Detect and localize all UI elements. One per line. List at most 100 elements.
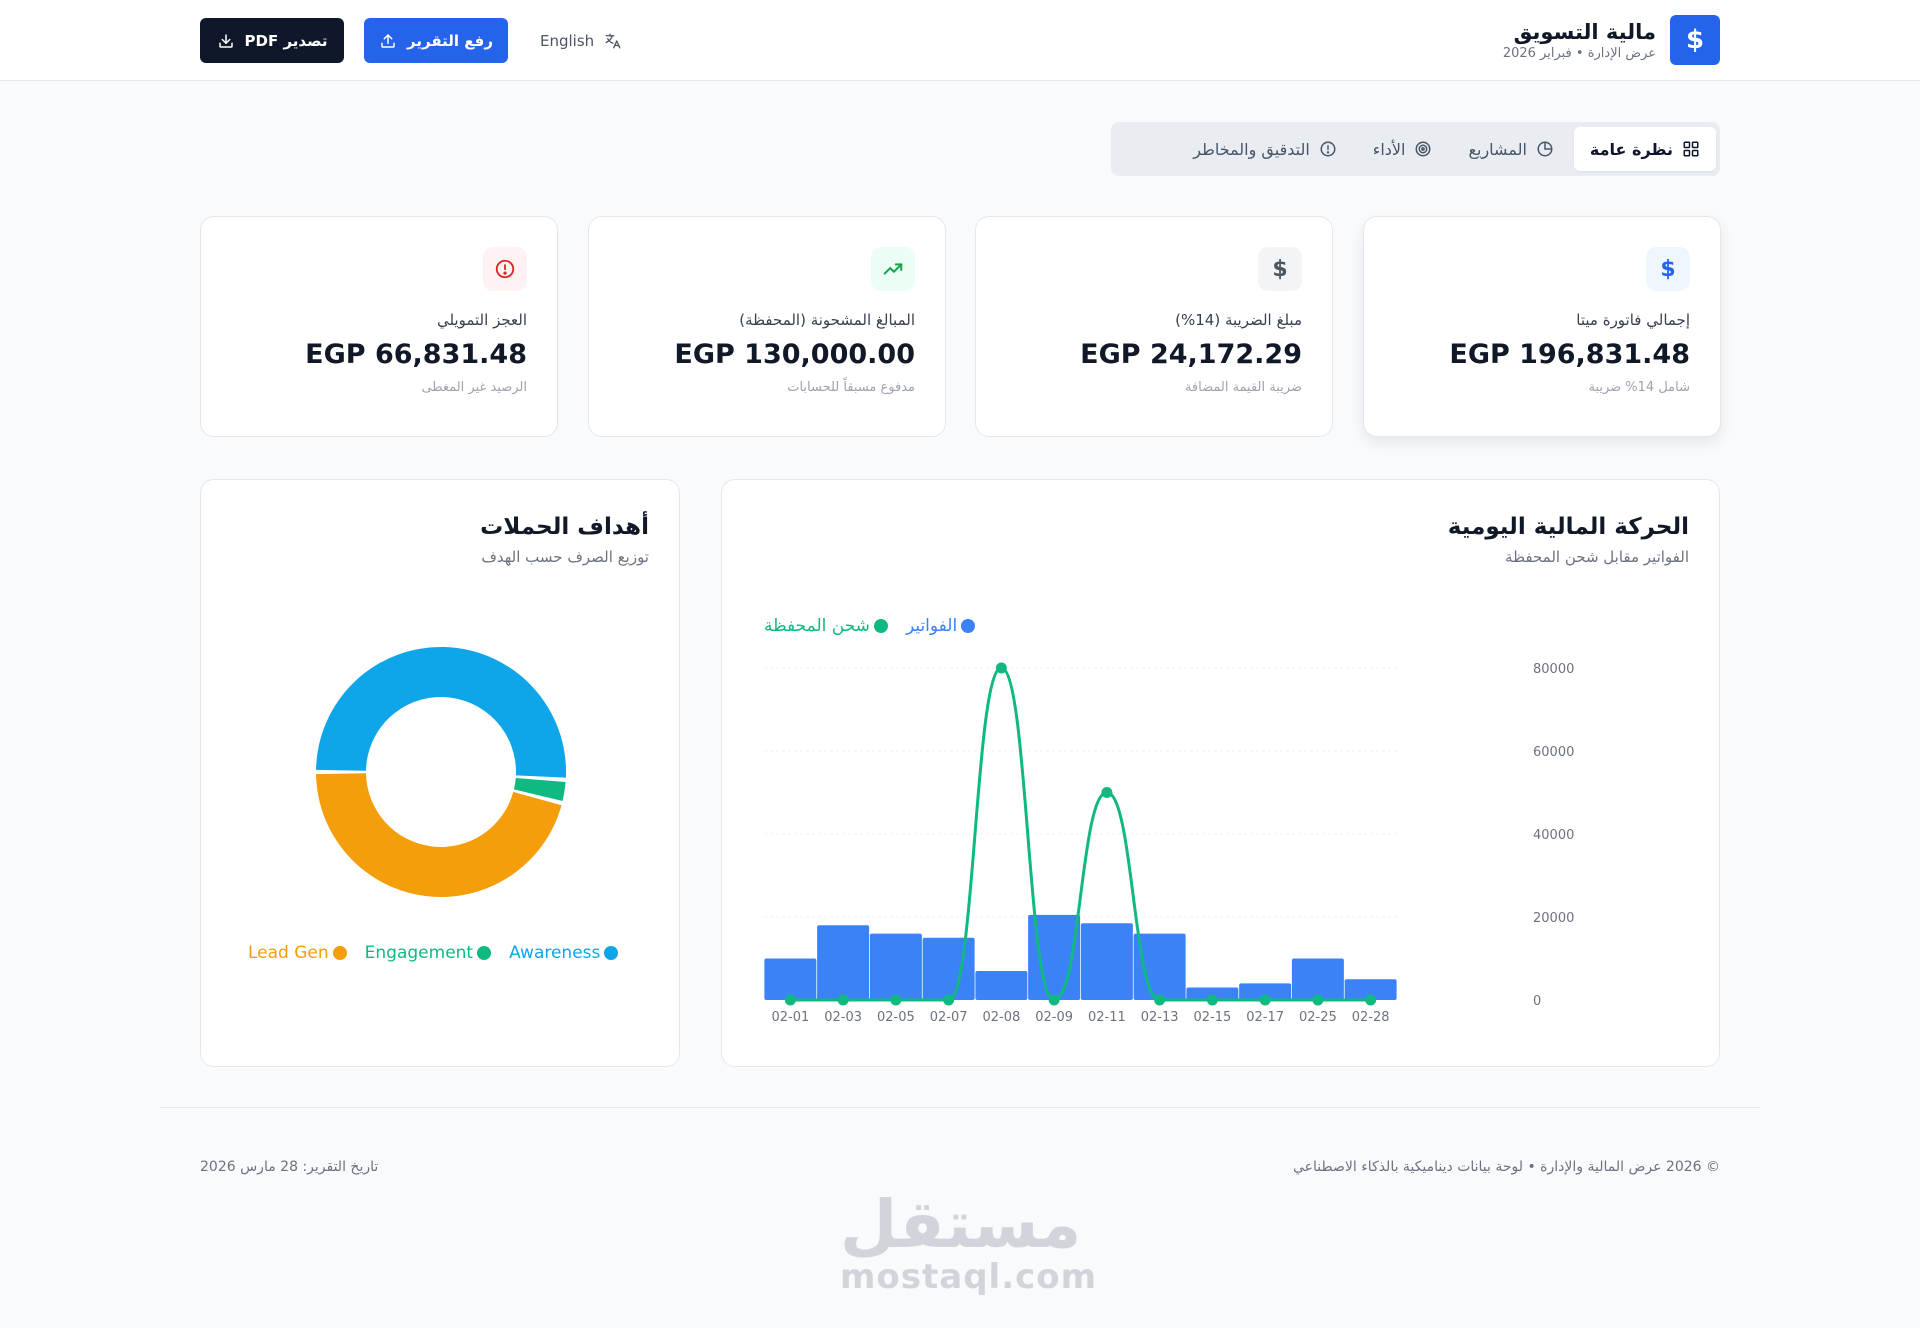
- language-toggle-button[interactable]: English: [540, 26, 622, 56]
- target-icon: [1415, 141, 1431, 157]
- x-tick-label: 02-11: [1088, 1010, 1126, 1025]
- kpi-card-wallet-topup: المبالغ المشحونة (المحفظة) EGP 130,000.0…: [588, 216, 946, 437]
- x-tick-label: 02-03: [824, 1010, 862, 1025]
- export-pdf-button[interactable]: تصدير PDF: [200, 18, 344, 63]
- slice-engagement[interactable]: [513, 778, 566, 801]
- point-wallet-topup[interactable]: [1101, 787, 1113, 798]
- chart-subtitle: الفواتير مقابل شحن المحفظة: [1505, 548, 1689, 566]
- watermark-latin: mostaql.com: [840, 1257, 1098, 1297]
- point-wallet-topup[interactable]: [1206, 994, 1218, 1006]
- bar-invoice[interactable]: [1133, 933, 1186, 1000]
- kpi-label: العجز التمويلي: [436, 311, 527, 329]
- upload-icon: [381, 33, 395, 48]
- pie-icon: [1537, 141, 1553, 157]
- y-tick-label: 80000: [1533, 662, 1574, 677]
- kpi-card-tax-amount: $ مبلغ الضريبة (14%) EGP 24,172.29 ضريبة…: [975, 216, 1333, 437]
- point-wallet-topup[interactable]: [1048, 994, 1060, 1006]
- top-header: $ مالية التسويق عرض الإدارة • فبراير 202…: [0, 0, 1920, 81]
- legend-dot: [873, 619, 888, 633]
- upload-report-button[interactable]: رفع التقرير: [364, 18, 508, 63]
- dollar-icon: $: [1646, 247, 1690, 291]
- chart-subtitle: توزيع الصرف حسب الهدف: [481, 548, 649, 566]
- tab-projects[interactable]: المشاريع: [1452, 127, 1569, 171]
- x-tick-label: 02-07: [930, 1010, 968, 1025]
- kpi-subtitle: ضريبة القيمة المضافة: [1184, 380, 1302, 395]
- point-wallet-topup[interactable]: [890, 994, 902, 1006]
- legend-item-invoices[interactable]: الفواتير: [905, 616, 976, 636]
- bar-invoice[interactable]: [817, 925, 870, 1000]
- legend-item-wallet[interactable]: شحن المحفظة: [764, 616, 888, 636]
- chart-legend: شحن المحفظة الفواتير: [764, 616, 976, 636]
- campaign-goals-donut: [316, 647, 566, 897]
- x-tick-label: 02-01: [771, 1010, 809, 1025]
- kpi-value: EGP 130,000.00: [674, 339, 915, 370]
- y-tick-label: 0: [1533, 994, 1541, 1009]
- slice-awareness[interactable]: [316, 647, 566, 778]
- brand-subtitle: عرض الإدارة • فبراير 2026: [1502, 45, 1656, 61]
- legend-item-awareness[interactable]: Awareness: [509, 943, 619, 963]
- bar-invoice[interactable]: [922, 937, 975, 1000]
- x-tick-label: 02-05: [877, 1010, 915, 1025]
- daily-movement-chart: 0 20000 40000 60000 80000 02-01 02-03 02-05 02-0…: [764, 662, 1574, 1025]
- legend-label: Lead Gen: [248, 943, 329, 963]
- alert-circle-icon: [1320, 141, 1336, 157]
- alert-circle-icon: [483, 247, 527, 291]
- legend-dot: [604, 946, 619, 960]
- kpi-value: EGP 24,172.29: [1080, 339, 1302, 370]
- campaign-goals-card: أهداف الحملات توزيع الصرف حسب الهدف Lead…: [200, 479, 680, 1067]
- watermark-arabic: مستقل: [840, 1186, 1082, 1263]
- footer-divider: [160, 1107, 1760, 1108]
- x-tick-label: 02-08: [982, 1010, 1020, 1025]
- x-tick-label: 02-13: [1141, 1010, 1179, 1025]
- kpi-subtitle: مدفوع مسبقاً للحسابات: [787, 380, 915, 395]
- point-wallet-topup[interactable]: [995, 662, 1007, 674]
- upload-report-label: رفع التقرير: [407, 31, 493, 50]
- tab-performance-label: الأداء: [1372, 139, 1406, 159]
- slice-leadgen[interactable]: [316, 773, 562, 897]
- point-wallet-topup[interactable]: [1312, 994, 1324, 1006]
- brand-title: مالية التسويق: [1513, 19, 1656, 44]
- tab-audit-risk[interactable]: التدقيق والمخاطر: [1177, 127, 1353, 171]
- legend-label: Awareness: [509, 943, 601, 963]
- tab-projects-label: المشاريع: [1468, 139, 1527, 159]
- footer-report-date: تاريخ التقرير: 28 مارس 2026: [200, 1159, 379, 1175]
- legend-label: الفواتير: [905, 616, 958, 636]
- bar-invoice[interactable]: [975, 970, 1028, 1000]
- bar-invoice[interactable]: [869, 933, 922, 1000]
- download-icon: [218, 33, 233, 48]
- x-tick-label: 02-09: [1035, 1010, 1073, 1025]
- kpi-label: إجمالي فاتورة ميتا: [1576, 311, 1690, 329]
- kpi-label: مبلغ الضريبة (14%): [1175, 311, 1302, 329]
- point-wallet-topup[interactable]: [943, 994, 955, 1006]
- x-tick-label: 02-28: [1352, 1010, 1390, 1025]
- kpi-subtitle: شامل 14% ضريبة: [1588, 380, 1690, 395]
- tab-overview[interactable]: نظرة عامة: [1573, 127, 1716, 171]
- bar-invoice[interactable]: [1239, 983, 1292, 1000]
- point-wallet-topup[interactable]: [1365, 994, 1377, 1006]
- point-wallet-topup[interactable]: [784, 994, 796, 1006]
- bar-invoice[interactable]: [1186, 987, 1239, 1000]
- dollar-icon: $: [1258, 247, 1302, 291]
- bar-invoice[interactable]: [1080, 923, 1133, 1000]
- bar-invoice[interactable]: [1291, 958, 1344, 1001]
- footer-copyright: © 2026 عرض المالية والإدارة • لوحة بيانا…: [1292, 1159, 1720, 1175]
- point-wallet-topup[interactable]: [1259, 994, 1271, 1006]
- dollar-icon: $: [1670, 15, 1720, 65]
- tab-audit-risk-label: التدقيق والمخاطر: [1193, 139, 1310, 159]
- tab-overview-label: نظرة عامة: [1589, 139, 1673, 159]
- trending-up-icon: [871, 247, 915, 291]
- chart-title: الحركة المالية اليومية: [1447, 514, 1689, 540]
- daily-movement-card: الحركة المالية اليومية الفواتير مقابل شح…: [721, 479, 1720, 1067]
- point-wallet-topup[interactable]: [1154, 994, 1166, 1006]
- brand: $ مالية التسويق عرض الإدارة • فبراير 202…: [1503, 15, 1720, 65]
- point-wallet-topup[interactable]: [837, 994, 849, 1006]
- legend-item-engagement[interactable]: Engagement: [365, 943, 492, 963]
- tab-performance[interactable]: الأداء: [1357, 127, 1449, 171]
- legend-label: شحن المحفظة: [764, 616, 870, 636]
- kpi-card-meta-invoice: $ إجمالي فاتورة ميتا EGP 196,831.48 شامل…: [1363, 216, 1721, 437]
- legend-item-leadgen[interactable]: Lead Gen: [248, 943, 347, 963]
- bar-invoice[interactable]: [1344, 979, 1397, 1000]
- grid-icon: [1683, 141, 1699, 157]
- x-tick-label: 02-25: [1299, 1010, 1337, 1025]
- bar-invoice[interactable]: [764, 958, 817, 1001]
